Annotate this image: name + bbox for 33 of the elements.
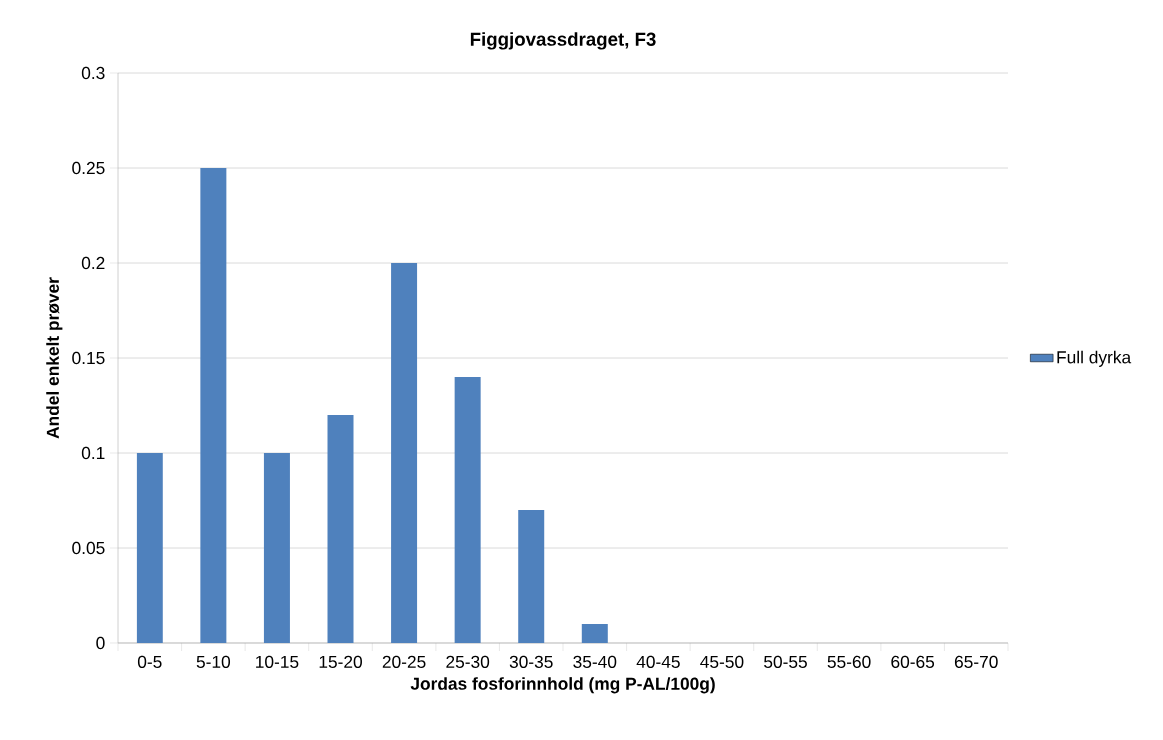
x-tick-label: 10-15	[256, 655, 299, 668]
bar	[263, 453, 290, 643]
y-tick-label: 0.3	[81, 66, 105, 80]
x-tick-label: 15-20	[319, 655, 362, 668]
y-tick-label: 0.15	[72, 351, 105, 365]
x-tick-label: 30-35	[509, 655, 553, 668]
x-tick-label: 65-70	[954, 655, 998, 668]
x-tick-label: 20-25	[382, 655, 426, 668]
bar	[518, 510, 545, 643]
y-tick-label: 0.25	[72, 161, 105, 175]
x-tick-label: 5-10	[196, 655, 231, 668]
x-tick-label: 55-60	[827, 655, 871, 668]
x-tick-label: 40-45	[636, 655, 680, 668]
x-tick-label: 45-50	[700, 655, 744, 668]
y-tick-label: 0.1	[81, 446, 105, 460]
bar	[454, 377, 481, 643]
x-tick-label: 35-40	[573, 655, 617, 668]
chart-title: Figgjovassdraget, F3	[470, 32, 656, 50]
legend-label: Full dyrka	[1057, 350, 1132, 367]
x-axis-title: Jordas fosforinnhold (mg P-AL/100g)	[410, 677, 715, 694]
x-tick-label: 50-55	[764, 655, 807, 668]
bar	[327, 415, 354, 643]
bar	[136, 453, 163, 643]
bar	[581, 624, 608, 643]
y-tick-label: 0.2	[81, 256, 105, 270]
y-tick-label: 0	[96, 636, 105, 650]
y-tick-label: 0.05	[72, 541, 105, 555]
bar	[200, 168, 227, 643]
x-tick-label: 0-5	[137, 655, 162, 668]
x-tick-label: 25-30	[446, 655, 490, 668]
y-axis-title: Andel enkelt prøver	[46, 277, 63, 439]
bar	[391, 263, 418, 643]
x-tick-label: 60-65	[891, 655, 935, 668]
